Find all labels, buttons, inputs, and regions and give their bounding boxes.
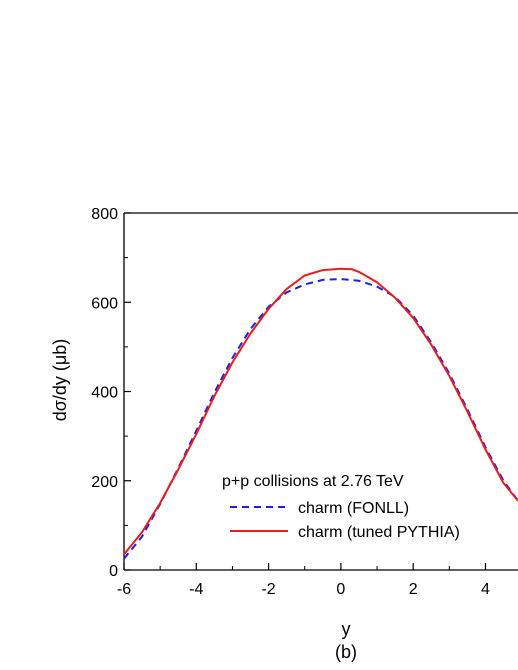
figure-caption: (b): [335, 642, 357, 662]
x-tick-label: 4: [481, 581, 490, 598]
legend-header: p+p collisions at 2.76 TeV: [222, 473, 404, 490]
y-tick-label: 800: [91, 206, 118, 223]
series-layer: [123, 267, 518, 560]
legend-label-pythia: charm (tuned PYTHIA): [298, 524, 460, 541]
legend-label-fonll: charm (FONLL): [298, 500, 409, 517]
y-tick-label: 0: [109, 563, 118, 580]
x-axis-ticks: -6 -4 -2 0 2 4: [117, 563, 490, 598]
x-tick-label: -6: [117, 581, 131, 598]
x-tick-label: -2: [261, 581, 275, 598]
x-axis-label: y: [342, 619, 351, 639]
legend: p+p collisions at 2.76 TeV charm (FONLL)…: [222, 473, 460, 541]
x-tick-label: 2: [409, 581, 418, 598]
y-tick-label: 200: [91, 474, 118, 491]
y-axis-label: dσ/dy (μb): [50, 339, 70, 422]
series-line-fonll: [123, 278, 518, 560]
y-tick-label: 600: [91, 295, 118, 312]
y-tick-label: 400: [91, 385, 118, 402]
x-tick-label: -4: [189, 581, 203, 598]
series-line-pythia: [123, 267, 518, 556]
y-axis-ticks: 0 200 400 600 800: [91, 206, 131, 580]
x-tick-label: 0: [336, 581, 345, 598]
